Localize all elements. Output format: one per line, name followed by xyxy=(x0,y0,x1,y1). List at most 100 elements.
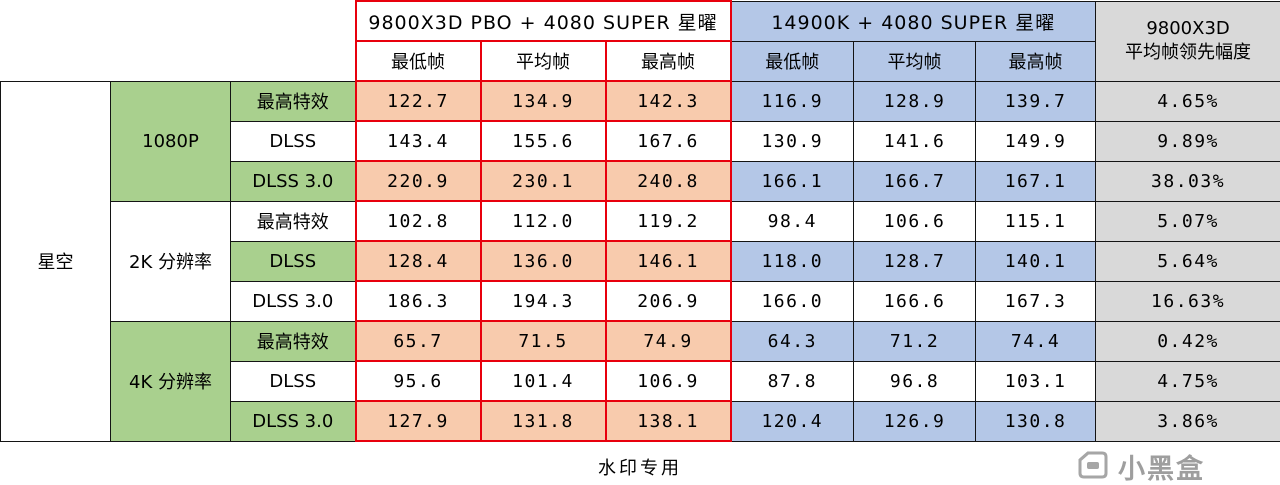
fps-value-cell: 166.6 xyxy=(853,280,977,322)
table-row: 4K 分辨率 最高特效 65.7 71.5 74.9 64.3 71.2 74.… xyxy=(1,320,1280,442)
fps-value-cell: 95.6 xyxy=(354,360,482,402)
fps-value-cell: 134.9 xyxy=(479,80,607,122)
metric-header-max-9800x3d: 最高帧 xyxy=(604,40,732,82)
fps-value-cell: 128.9 xyxy=(853,80,977,122)
fps-value-cell: 138.1 xyxy=(604,400,732,442)
fps-value-cell: 122.7 xyxy=(354,80,482,122)
fps-value-cell: 116.9 xyxy=(730,80,855,122)
fps-value-cell: 106.9 xyxy=(604,360,732,402)
fps-value-cell: 65.7 xyxy=(354,320,482,362)
footer-strip: 水印专用 小黑盒 xyxy=(0,442,1280,485)
lead-value-cell: 5.07% xyxy=(1095,200,1280,242)
fps-value-cell: 166.7 xyxy=(853,160,977,202)
setting-cell: DLSS 3.0 xyxy=(229,400,357,442)
metric-header-max-14900k: 最高帧 xyxy=(975,40,1097,82)
fps-value-cell: 149.9 xyxy=(975,120,1097,162)
fps-value-cell: 167.3 xyxy=(975,280,1097,322)
setting-cell: DLSS xyxy=(229,120,357,162)
fps-value-cell: 194.3 xyxy=(479,280,607,322)
heybox-logo-text: 小黑盒 xyxy=(1118,454,1205,485)
setting-cell: DLSS 3.0 xyxy=(229,280,357,322)
fps-value-cell: 127.9 xyxy=(354,400,482,442)
fps-value-cell: 146.1 xyxy=(604,240,732,282)
fps-value-cell: 112.0 xyxy=(479,200,607,242)
lead-value-cell: 38.03% xyxy=(1095,160,1280,202)
fps-value-cell: 206.9 xyxy=(604,280,732,322)
metric-header-avg-9800x3d: 平均帧 xyxy=(479,40,607,82)
fps-value-cell: 167.6 xyxy=(604,120,732,162)
table-row: DLSS 143.4 155.6 167.6 130.9 141.6 149.9… xyxy=(1,120,1280,162)
lead-value-cell: 9.89% xyxy=(1095,120,1280,162)
heybox-watermark: 小黑盒 xyxy=(1076,447,1205,485)
table-row: DLSS 3.0 220.9 230.1 240.8 166.1 166.7 1… xyxy=(1,160,1280,202)
table-row: DLSS 3.0 186.3 194.3 206.9 166.0 166.6 1… xyxy=(1,280,1280,322)
fps-value-cell: 71.5 xyxy=(479,320,607,362)
table-row: DLSS 3.0 127.9 131.8 138.1 120.4 126.9 1… xyxy=(1,400,1280,442)
fps-value-cell: 106.6 xyxy=(853,200,977,242)
group-header-9800x3d: 9800X3D PBO + 4080 SUPER 星曜 xyxy=(354,0,732,42)
fps-value-cell: 118.0 xyxy=(730,240,855,282)
fps-value-cell: 126.9 xyxy=(853,400,977,442)
fps-value-cell: 102.8 xyxy=(354,200,482,242)
fps-value-cell: 166.1 xyxy=(730,160,855,202)
fps-value-cell: 140.1 xyxy=(975,240,1097,282)
fps-value-cell: 130.9 xyxy=(730,120,855,162)
fps-value-cell: 87.8 xyxy=(730,360,855,402)
heybox-logo-icon xyxy=(1076,448,1110,485)
resolution-cell-1080p: 1080P xyxy=(110,80,231,202)
fps-value-cell: 220.9 xyxy=(354,160,482,202)
lead-value-cell: 3.86% xyxy=(1095,400,1280,442)
benchmark-table: 9800X3D PBO + 4080 SUPER 星曜 14900K + 408… xyxy=(0,0,1280,442)
setting-cell: DLSS 3.0 xyxy=(229,160,357,202)
resolution-cell-2k: 2K 分辨率 xyxy=(110,200,231,322)
table-row: 星空 1080P 最高特效 122.7 134.9 142.3 116.9 12… xyxy=(0,80,1280,442)
fps-value-cell: 128.4 xyxy=(354,240,482,282)
game-name-cell: 星空 xyxy=(0,80,111,442)
fps-value-cell: 103.1 xyxy=(975,360,1097,402)
watermark-text: 水印专用 xyxy=(598,458,682,479)
lead-value-cell: 5.64% xyxy=(1095,240,1280,282)
setting-cell: DLSS xyxy=(229,240,357,282)
resolution-cell-4k: 4K 分辨率 xyxy=(110,320,231,442)
header-row-metrics: 最低帧 平均帧 最高帧 最低帧 平均帧 最高帧 xyxy=(1,40,1280,82)
lead-value-cell: 16.63% xyxy=(1095,280,1280,322)
lead-value-cell: 0.42% xyxy=(1095,320,1280,362)
fps-value-cell: 142.3 xyxy=(604,80,732,122)
table-row: 2K 分辨率 最高特效 102.8 112.0 119.2 98.4 106.6… xyxy=(1,200,1280,322)
table-row: DLSS 95.6 101.4 106.9 87.8 96.8 103.1 4.… xyxy=(1,360,1280,402)
fps-value-cell: 186.3 xyxy=(354,280,482,322)
metric-header-avg-14900k: 平均帧 xyxy=(853,40,977,82)
fps-value-cell: 155.6 xyxy=(479,120,607,162)
fps-value-cell: 96.8 xyxy=(853,360,977,402)
fps-value-cell: 74.4 xyxy=(975,320,1097,362)
fps-value-cell: 71.2 xyxy=(853,320,977,362)
table-row: DLSS 128.4 136.0 146.1 118.0 128.7 140.1… xyxy=(1,240,1280,282)
fps-value-cell: 136.0 xyxy=(479,240,607,282)
setting-cell: DLSS xyxy=(229,360,357,402)
fps-value-cell: 139.7 xyxy=(975,80,1097,122)
lead-column-header: 9800X3D 平均帧领先幅度 xyxy=(1095,0,1280,82)
empty-corner-cell xyxy=(0,1,356,81)
fps-value-cell: 101.4 xyxy=(479,360,607,402)
fps-value-cell: 167.1 xyxy=(975,160,1097,202)
fps-value-cell: 64.3 xyxy=(730,320,855,362)
lead-value-cell: 4.75% xyxy=(1095,360,1280,402)
metric-header-min-14900k: 最低帧 xyxy=(730,40,855,82)
setting-cell: 最高特效 xyxy=(229,200,357,242)
fps-value-cell: 230.1 xyxy=(479,160,607,202)
fps-value-cell: 141.6 xyxy=(853,120,977,162)
fps-value-cell: 128.7 xyxy=(853,240,977,282)
setting-cell: 最高特效 xyxy=(229,80,357,122)
fps-value-cell: 115.1 xyxy=(975,200,1097,242)
lead-header-line2: 平均帧领先幅度 xyxy=(1125,42,1252,63)
lead-value-cell: 4.65% xyxy=(1095,80,1280,122)
group-header-14900k: 14900K + 4080 SUPER 星曜 xyxy=(730,0,1097,42)
fps-value-cell: 166.0 xyxy=(730,280,855,322)
fps-value-cell: 120.4 xyxy=(730,400,855,442)
fps-value-cell: 119.2 xyxy=(604,200,732,242)
metric-header-min-9800x3d: 最低帧 xyxy=(354,40,482,82)
fps-value-cell: 143.4 xyxy=(354,120,482,162)
fps-value-cell: 131.8 xyxy=(479,400,607,442)
fps-value-cell: 98.4 xyxy=(730,200,855,242)
